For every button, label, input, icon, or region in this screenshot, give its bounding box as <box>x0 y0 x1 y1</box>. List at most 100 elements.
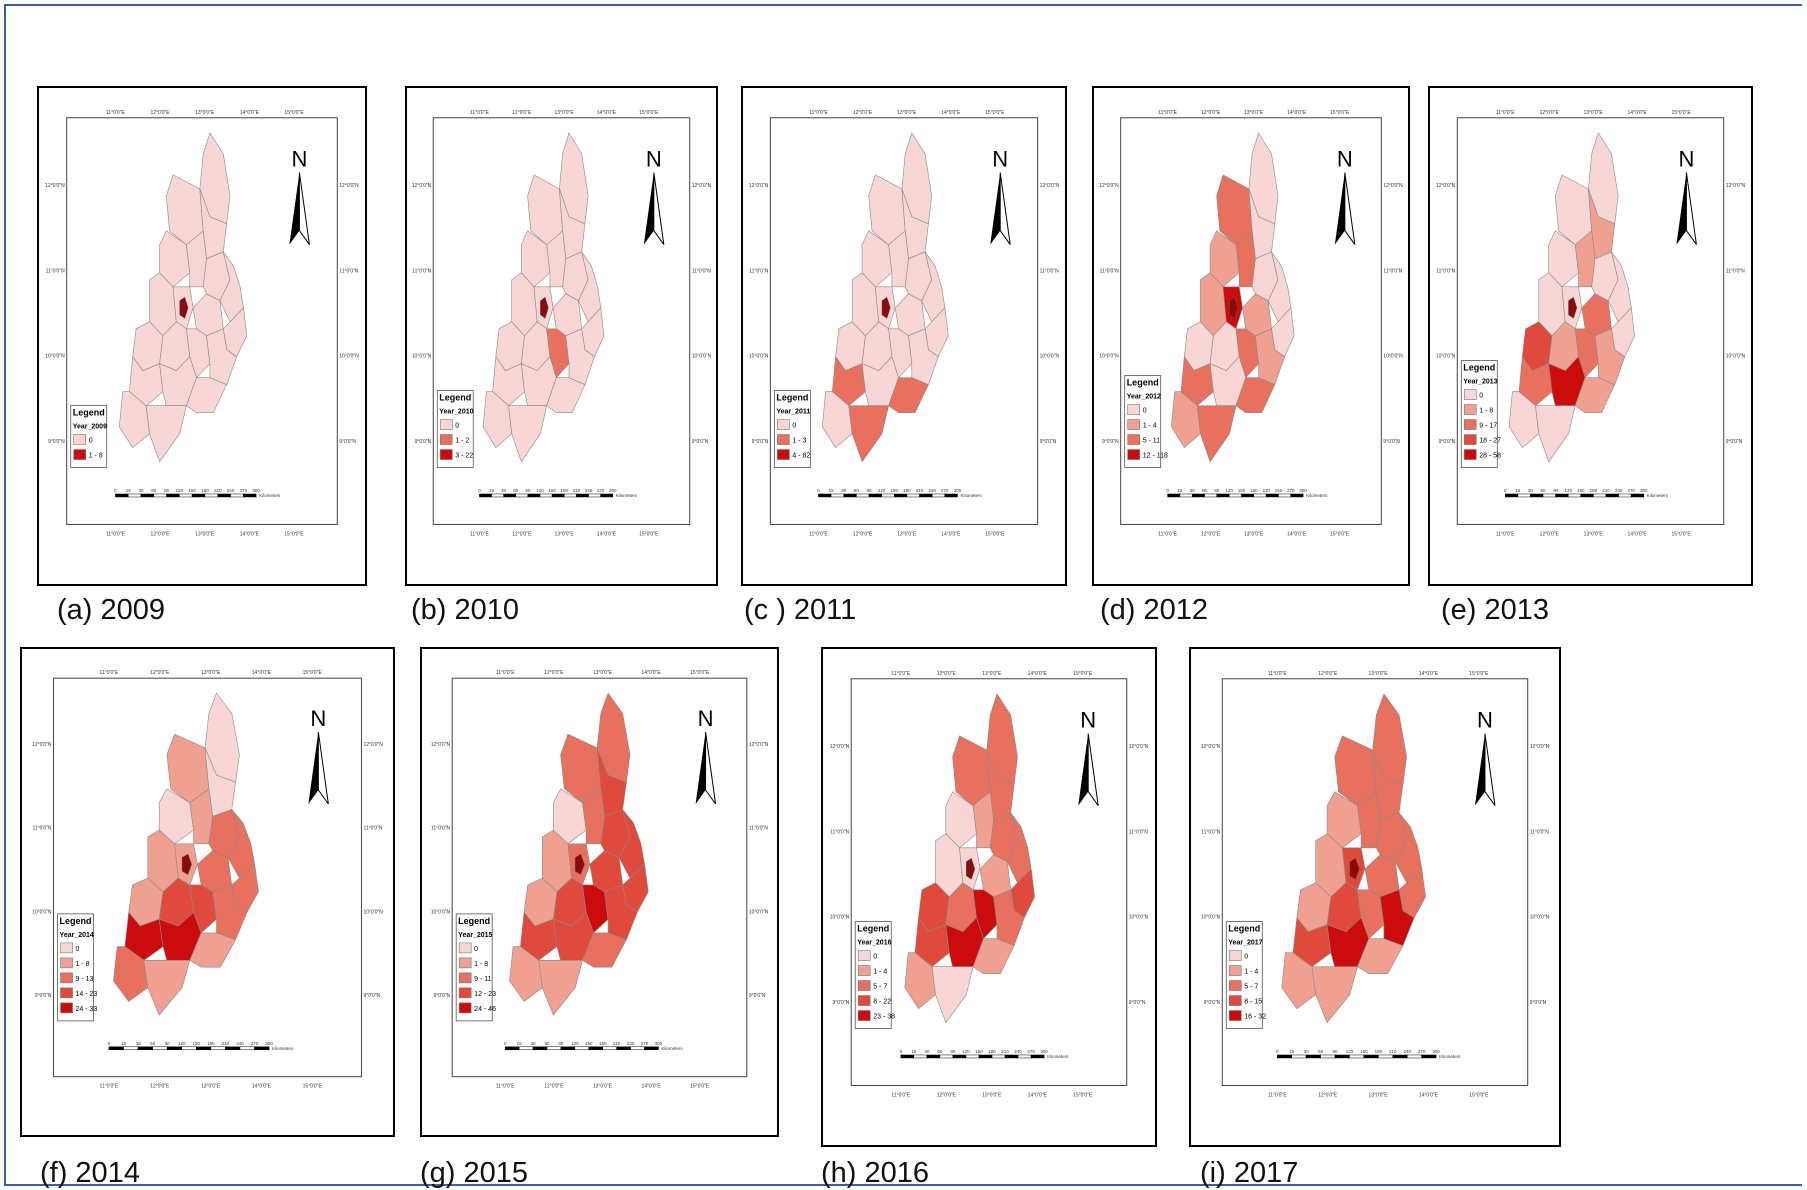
north-label: N <box>1337 147 1353 172</box>
longitude-label: 11°0'0"E <box>496 670 515 676</box>
legend-swatch <box>777 449 790 460</box>
district-region <box>1594 328 1626 386</box>
scale-bar-segment <box>991 1054 1006 1059</box>
legend-swatch <box>1463 419 1477 430</box>
district-region <box>1379 889 1415 947</box>
longitude-label: 14°0'0"E <box>240 531 260 537</box>
scale-tick-label: 180 <box>561 488 569 493</box>
latitude-label: 9°0'0"N <box>1040 439 1057 445</box>
map-svg: 11°0'0"E 11°0'0"E 12°0'0"E 12°0'0"E 13°0'0"E… <box>1201 671 1550 1099</box>
scale-bar-segment <box>479 493 492 498</box>
north-arrow-icon <box>298 172 310 245</box>
capital-district <box>1568 296 1578 319</box>
scale-tick-label: 30 <box>531 1041 537 1046</box>
scale-tick-label: 30 <box>138 488 144 493</box>
legend-class-label: 1 - 8 <box>89 453 103 460</box>
longitude-label: 13°0'0"E <box>195 110 215 116</box>
longitude-label: 11°0'0"E <box>809 531 828 537</box>
legend-swatch <box>458 987 472 999</box>
latitude-label: 9°0'0"N <box>363 993 380 999</box>
capital-district <box>966 857 976 880</box>
legend-swatch <box>857 950 871 961</box>
latitude-label: 9°0'0"N <box>1439 439 1456 445</box>
north-arrow-icon <box>705 731 717 805</box>
latitude-label: 11°0'0"N <box>830 829 849 835</box>
map-svg: 11°0'0"E 11°0'0"E 12°0'0"E 12°0'0"E 13°0'0"E… <box>412 110 712 538</box>
map-svg: 11°0'0"E 11°0'0"E 12°0'0"E 12°0'0"E 13°0'0"E… <box>749 110 1060 538</box>
scale-tick-label: 180 <box>599 1041 607 1046</box>
scale-bar-segment <box>225 1046 241 1051</box>
legend-field: Year_2012 <box>1127 394 1161 401</box>
latitude-label: 11°0'0"N <box>1726 268 1745 274</box>
scale-bar-segment <box>539 493 553 498</box>
scale-unit: Kilometers <box>1647 493 1669 498</box>
scale-tick-label: 210 <box>916 488 924 493</box>
longitude-label: 15°0'0"E <box>1671 531 1691 537</box>
legend-field: Year_2013 <box>1463 379 1497 386</box>
legend-swatch <box>777 419 790 430</box>
scale-unit: Kilometers <box>661 1046 683 1051</box>
scale-tick-label: 30 <box>136 1041 142 1046</box>
scale-unit: Kilometers <box>272 1046 294 1051</box>
longitude-label: 12°0'0"E <box>1318 1092 1338 1098</box>
north-arrow-icon <box>1676 172 1687 245</box>
scale-tick-label: 0 <box>108 1041 111 1046</box>
latitude-label: 10°0'0"N <box>412 354 432 360</box>
latitude-label: 10°0'0"N <box>830 915 850 921</box>
latitude-label: 12°0'0"N <box>1040 183 1060 189</box>
longitude-label: 13°0'0"E <box>1584 531 1604 537</box>
longitude-label: 12°0'0"E <box>150 531 170 537</box>
legend-class-label: 0 <box>1143 408 1147 415</box>
scale-tick-label: 240 <box>1275 488 1283 493</box>
scale-bar-segment <box>181 1046 197 1051</box>
scale-bar-segment <box>1004 1054 1019 1059</box>
legend-swatch <box>60 1002 73 1014</box>
latitude-label: 10°0'0"N <box>692 354 712 360</box>
longitude-label: 12°0'0"E <box>1540 531 1560 537</box>
longitude-label: 12°0'0"E <box>512 531 532 537</box>
legend-swatch <box>458 942 472 954</box>
scale-tick-label: 60 <box>854 488 860 493</box>
north-label: N <box>1678 147 1694 172</box>
latitude-label: 11°0'0"N <box>46 268 65 274</box>
north-arrow-icon <box>289 172 300 245</box>
scale-tick-label: 240 <box>1014 1049 1022 1054</box>
longitude-label: 15°0'0"E <box>1469 1092 1489 1098</box>
legend-swatch <box>60 957 73 969</box>
district-region <box>145 405 187 463</box>
scale-tick-label: 210 <box>1389 1049 1397 1054</box>
scale-tick-label: 30 <box>1528 488 1534 493</box>
scale-tick-label: 30 <box>501 488 507 493</box>
map-svg: 11°0'0"E 11°0'0"E 12°0'0"E 12°0'0"E 13°0'0"E… <box>1436 110 1746 538</box>
scale-bar-segment <box>1392 1054 1408 1059</box>
map-svg: 11°0'0"E 11°0'0"E 12°0'0"E 12°0'0"E 13°0'0"E… <box>830 671 1149 1099</box>
scale-bar-segment <box>952 1054 967 1059</box>
scale-tick-label: 60 <box>150 1041 156 1046</box>
latitude-label: 9°0'0"N <box>1530 1000 1547 1006</box>
scale-tick-label: 180 <box>988 1049 996 1054</box>
latitude-label: 9°0'0"N <box>692 439 709 445</box>
longitude-label: 14°0'0"E <box>597 531 617 537</box>
scale-tick-label: 180 <box>1375 1049 1383 1054</box>
longitude-label: 14°0'0"E <box>1419 671 1439 677</box>
north-label: N <box>1080 708 1096 733</box>
scale-bar-segment <box>115 493 129 498</box>
longitude-label: 12°0'0"E <box>1540 110 1560 116</box>
scale-tick-label: 180 <box>903 488 911 493</box>
longitude-label: 13°0'0"E <box>897 531 917 537</box>
scale-bar-segment <box>204 493 218 498</box>
longitude-label: 14°0'0"E <box>1287 110 1307 116</box>
legend-class-label: 28 - 58 <box>1479 453 1501 460</box>
scale-bar-segment <box>1291 1054 1307 1059</box>
scale-tick-label: 90 <box>165 1041 171 1046</box>
legend-class-label: 14 - 23 <box>76 991 98 998</box>
scale-tick-label: 120 <box>571 1041 579 1046</box>
longitude-label: 11°0'0"E <box>106 110 125 116</box>
legend-class-label: 1 - 4 <box>873 969 887 976</box>
scale-tick-label: 240 <box>1403 1049 1411 1054</box>
scale-tick-label: 150 <box>585 1041 593 1046</box>
north-label: N <box>646 147 662 172</box>
legend-field: Year_2017 <box>1228 940 1262 947</box>
district-region <box>931 966 974 1024</box>
longitude-label: 12°0'0"E <box>1201 110 1221 116</box>
